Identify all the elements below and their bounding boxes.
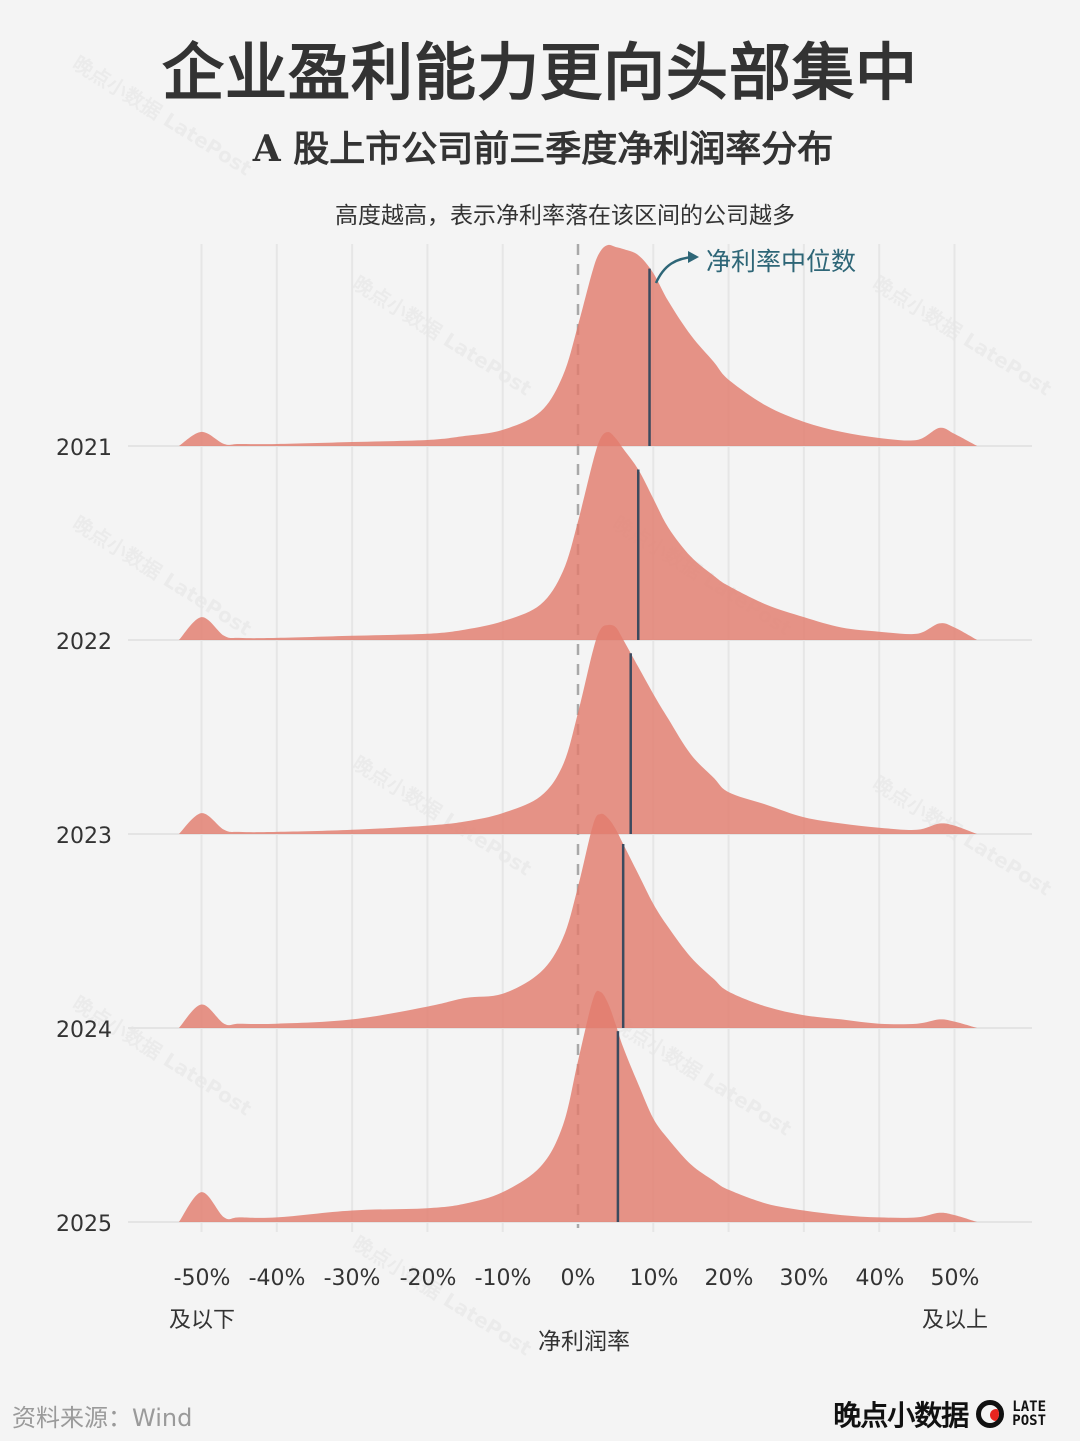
- ridge-2021: [178, 244, 978, 446]
- x-tick: 50%: [930, 1266, 980, 1291]
- grid-lines: [200, 244, 956, 1232]
- brand-line-2: POST: [1012, 1413, 1046, 1429]
- year-label: 2024: [56, 1018, 112, 1043]
- brand-logo: 晚点小数据 LATE POST: [833, 1394, 1046, 1434]
- brand-line-1: LATE: [1012, 1399, 1046, 1415]
- latepost-circle-icon: [976, 1400, 1005, 1428]
- chart-subtitle: A 股上市公司前三季度净利润率分布: [252, 128, 834, 170]
- x-tick: -20%: [399, 1266, 457, 1291]
- x-tick: -50%: [173, 1266, 231, 1291]
- source-note: 资料来源：Wind: [12, 1404, 193, 1432]
- chart-title: 企业盈利能力更向头部集中: [161, 36, 918, 109]
- year-label: 2022: [56, 630, 112, 655]
- arrowhead-icon: [688, 251, 699, 263]
- year-label: 2023: [56, 824, 112, 849]
- x-tick: 0%: [560, 1266, 596, 1291]
- ridge-2024: [178, 813, 978, 1028]
- year-label: 2021: [56, 436, 112, 461]
- median-annotation: 净利率中位数: [706, 247, 857, 276]
- x-tick: 10%: [629, 1266, 679, 1291]
- x-tick: -10%: [474, 1266, 532, 1291]
- ridges: [178, 244, 978, 1222]
- x-tick: -30%: [323, 1266, 381, 1291]
- brand-name: 晚点小数据: [833, 1399, 969, 1432]
- median-lines: [616, 268, 651, 1222]
- chart-note: 高度越高，表示净利率落在该区间的公司越多: [335, 203, 795, 229]
- year-label: 2025: [56, 1212, 112, 1237]
- brand-english: LATE POST: [1012, 1400, 1046, 1428]
- x-axis-label: 净利润率: [538, 1329, 630, 1355]
- x-tick-sublabel-left: 及以下: [168, 1308, 236, 1333]
- ridge-2025: [178, 990, 978, 1222]
- ridge-2022: [178, 432, 978, 640]
- x-tick: 40%: [855, 1266, 905, 1291]
- ridge-2023: [178, 624, 978, 834]
- x-tick-sublabel-right: 及以上: [921, 1308, 989, 1333]
- x-tick: 20%: [704, 1266, 754, 1291]
- x-tick: 30%: [779, 1266, 829, 1291]
- x-tick: -40%: [248, 1266, 306, 1291]
